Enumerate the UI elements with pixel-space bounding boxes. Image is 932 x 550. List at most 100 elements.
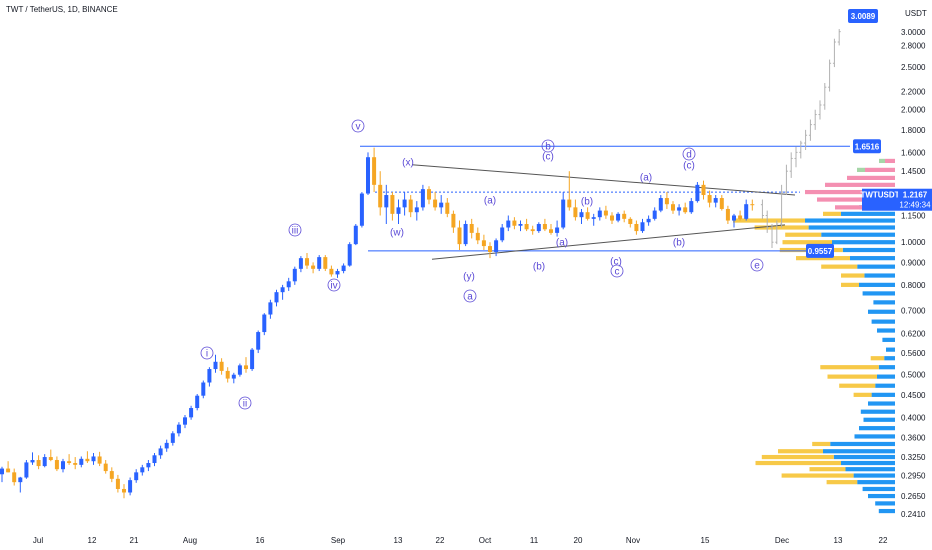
time-tick-label: Dec (775, 536, 789, 545)
candle-body (500, 227, 505, 241)
time-tick-label: Jul (33, 536, 43, 545)
wave-label: v (356, 122, 361, 133)
vp-bar-up (868, 309, 895, 314)
candle-body (12, 472, 17, 483)
time-tick-label: Aug (183, 536, 197, 545)
lower-trendline (431, 224, 786, 260)
candle-body (469, 223, 474, 233)
vp-bar-up (821, 232, 895, 237)
vp-bar-top (857, 167, 865, 172)
candle-body (18, 477, 23, 483)
wave-label: c (615, 267, 620, 278)
wave-label: iv (330, 281, 337, 292)
resistance-price-tag-text: 1.6516 (855, 142, 880, 151)
vp-bar-down (839, 383, 876, 388)
wave-circle (327, 278, 341, 292)
candle-body (323, 257, 328, 269)
wave-label: (w) (390, 228, 404, 239)
candle-body (591, 217, 596, 219)
vp-bar-up (875, 501, 895, 506)
candle-body (414, 207, 419, 213)
volume-profile (733, 158, 895, 514)
wave-label: (a) (640, 173, 652, 184)
candle-body (573, 207, 578, 218)
current-price-box (898, 188, 932, 211)
candle-body (695, 184, 700, 202)
price-axis[interactable]: 3.0000 2.8000 2.5000 2.2000 2.0000 1.8000 1.60… (901, 28, 926, 519)
vp-bar-down (761, 454, 834, 460)
candle-body (585, 212, 590, 219)
candle-body (713, 198, 718, 203)
resistance-price-tag-box (853, 139, 881, 154)
candle-body (396, 207, 401, 214)
candle-body (542, 223, 547, 230)
time-tick-label: 13 (834, 536, 843, 545)
candle-body (146, 463, 151, 468)
candle-body (597, 210, 602, 218)
candle-body (85, 458, 90, 462)
time-tick-label: 16 (256, 536, 265, 545)
vp-bar-up (878, 508, 895, 514)
vp-bar-up (854, 434, 895, 439)
time-axis[interactable]: Jul 12 21 Aug 16 Sep 13 22 Oct 11 20 Nov 15 Dec 13 22 (33, 536, 888, 545)
vp-bar-down (827, 374, 877, 379)
candle-body (61, 461, 65, 470)
candle-body (683, 207, 688, 213)
wave-label: i (206, 349, 208, 360)
candle-body (134, 472, 139, 481)
candle-body (475, 232, 480, 241)
vp-bar-down (778, 449, 823, 454)
vp-bar-up (853, 473, 895, 478)
vp-bar-up (808, 225, 895, 230)
candle-body (158, 448, 163, 456)
vp-bar-up (857, 264, 895, 269)
vp-bar-up (841, 211, 895, 216)
vp-bar-up (884, 356, 895, 361)
vp-bar-down (785, 232, 822, 237)
vp-bar-down (809, 467, 846, 472)
price-tick-label: 1.4500 (901, 167, 926, 176)
candle-body (445, 202, 450, 214)
candle-body (24, 462, 29, 478)
candle-body (579, 212, 584, 218)
candle-body (707, 195, 712, 203)
vp-bar-down (812, 441, 831, 447)
drawing-lines (360, 145, 850, 260)
candles (0, 147, 755, 499)
vp-bar-up (859, 282, 895, 287)
price-tick-label: 2.2000 (901, 88, 926, 97)
wave-label: d (686, 150, 692, 161)
current-price-text: 1.2167 (903, 191, 928, 200)
candle-body (6, 468, 11, 473)
candle-body (103, 463, 108, 472)
candle-body (48, 457, 53, 461)
wave-circle (682, 147, 696, 161)
vp-bar-upper (805, 189, 895, 195)
vp-bar-up (862, 291, 895, 296)
countdown-text: 12:49:34 (899, 201, 931, 210)
wave-label: (c) (542, 152, 554, 163)
candle-body (420, 189, 425, 208)
vp-bar-up (871, 319, 895, 324)
candle-body (329, 268, 334, 275)
candle-body (402, 199, 407, 208)
vp-bar-up (878, 365, 895, 370)
vp-bar-down (820, 365, 879, 370)
candle-body (91, 456, 96, 462)
time-tick-label: 21 (130, 536, 139, 545)
candle-body (433, 199, 438, 208)
wave-labels: viiiiiiiv(x)(w)(y)a(a)(b)b(c)(a)(b)(c)c(… (200, 119, 764, 410)
price-tick-label: 0.5600 (901, 349, 926, 358)
candle-body (305, 258, 309, 266)
vp-bar-up (886, 347, 895, 352)
candle-body (140, 467, 145, 473)
vp-bar-upper (817, 197, 895, 202)
vp-bar-upper (865, 167, 895, 172)
vp-bar-down (796, 256, 850, 261)
candle-body (628, 218, 633, 224)
candle-body (671, 204, 675, 211)
upper-trendline (411, 164, 796, 196)
candle-body (122, 488, 126, 493)
price-tick-label: 2.8000 (901, 41, 926, 50)
vp-bar-down (853, 392, 872, 397)
